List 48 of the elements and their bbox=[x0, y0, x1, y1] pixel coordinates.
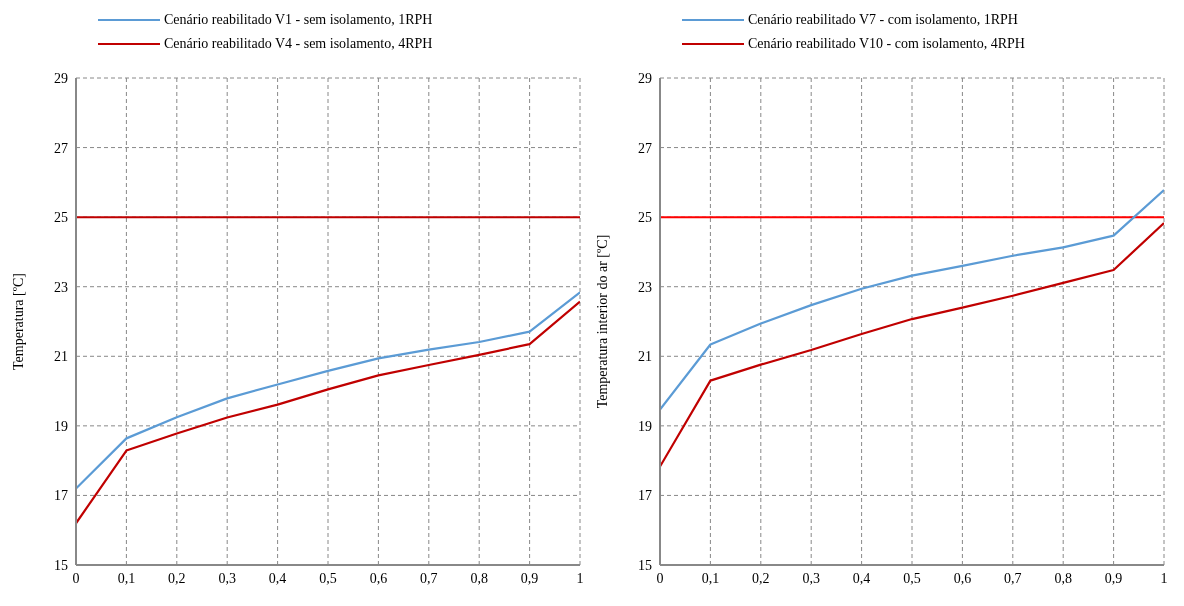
x-tick-label: 0,9 bbox=[520, 570, 539, 586]
y-tick-label: 27 bbox=[54, 140, 68, 156]
legend-label: Cenário reabilitado V10 - com isolamento, 4RPH bbox=[748, 36, 1025, 52]
y-axis-title: Temperatura interior do ar [ºC] bbox=[594, 234, 610, 409]
y-tick-label: 23 bbox=[54, 279, 68, 295]
y-tick-label: 17 bbox=[54, 488, 68, 504]
x-tick-label: 0 bbox=[656, 570, 664, 586]
x-tick-label: 0,2 bbox=[168, 570, 186, 586]
y-axis-title: Temperatura [ºC] bbox=[10, 272, 26, 371]
x-tick-label: 0,5 bbox=[903, 570, 921, 586]
x-tick-label: 0,7 bbox=[1004, 570, 1022, 586]
x-tick-label: 0,3 bbox=[802, 570, 820, 586]
legend-label: Cenário reabilitado V1 - sem isolamento, 1RPH bbox=[164, 12, 433, 28]
x-tick-label: 1 bbox=[576, 570, 584, 586]
legend-label: Cenário reabilitado V4 - sem isolamento, 4RPH bbox=[164, 36, 433, 52]
x-tick-label: 1 bbox=[1160, 570, 1168, 586]
x-tick-label: 0,6 bbox=[953, 570, 972, 586]
y-tick-label: 21 bbox=[638, 349, 652, 365]
x-tick-label: 0,3 bbox=[218, 570, 236, 586]
y-tick-label: 19 bbox=[638, 418, 652, 434]
x-tick-label: 0,4 bbox=[852, 570, 871, 586]
x-tick-label: 0,4 bbox=[268, 570, 287, 586]
line-series bbox=[660, 188, 1164, 411]
line-series bbox=[660, 221, 1164, 468]
line-series bbox=[76, 300, 580, 525]
y-tick-label: 29 bbox=[54, 70, 68, 86]
y-tick-label: 15 bbox=[638, 557, 652, 573]
y-tick-label: 21 bbox=[54, 349, 68, 365]
y-tick-label: 15 bbox=[54, 557, 68, 573]
x-tick-label: 0,9 bbox=[1104, 570, 1123, 586]
y-tick-label: 29 bbox=[638, 70, 652, 86]
y-tick-label: 27 bbox=[638, 140, 652, 156]
legend-label: Cenário reabilitado V7 - com isolamento, 1RPH bbox=[748, 12, 1018, 28]
x-tick-label: 0,5 bbox=[319, 570, 337, 586]
line-series bbox=[76, 291, 580, 490]
y-tick-label: 25 bbox=[638, 210, 652, 226]
y-tick-label: 19 bbox=[54, 418, 68, 434]
x-tick-label: 0,7 bbox=[420, 570, 438, 586]
x-tick-label: 0,8 bbox=[1054, 570, 1072, 586]
y-tick-label: 23 bbox=[638, 279, 652, 295]
y-tick-label: 17 bbox=[638, 488, 652, 504]
x-tick-label: 0 bbox=[72, 570, 80, 586]
x-tick-label: 0,8 bbox=[470, 570, 488, 586]
x-tick-label: 0,6 bbox=[369, 570, 388, 586]
x-tick-label: 0,2 bbox=[752, 570, 770, 586]
x-tick-label: 0,1 bbox=[117, 570, 136, 586]
x-tick-label: 0,1 bbox=[701, 570, 720, 586]
y-tick-label: 25 bbox=[54, 210, 68, 226]
